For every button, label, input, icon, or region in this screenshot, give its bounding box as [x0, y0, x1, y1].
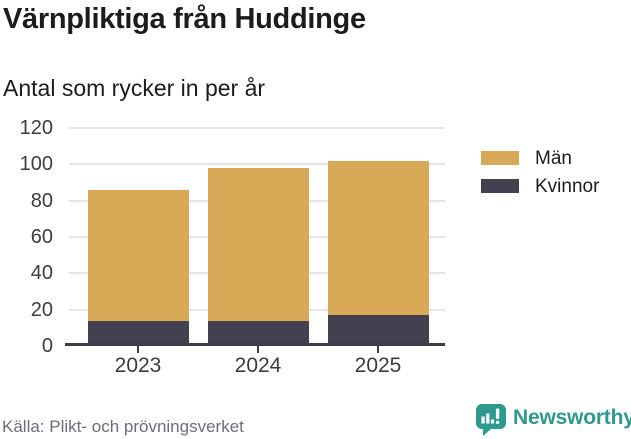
source-note: Källa: Plikt- och prövningsverket [2, 417, 244, 436]
legend-item-man: Män [481, 147, 599, 169]
y-axis-tick-label: 20 [30, 298, 53, 321]
x-axis-tick [377, 346, 379, 353]
y-axis-tick-label: 80 [30, 189, 53, 212]
bar-segment-man-2024 [207, 167, 309, 321]
bar-segment-kvinnor-2023 [87, 320, 189, 346]
gridline-100 [69, 163, 445, 166]
chart-title: Värnpliktiga från Huddinge [3, 3, 366, 35]
bar-segment-man-2023 [87, 189, 189, 321]
legend-swatch-kvinnor [481, 179, 519, 193]
y-axis-tick-label: 40 [30, 262, 53, 285]
bar-segment-kvinnor-2024 [207, 320, 309, 346]
gridline-120 [69, 127, 445, 129]
y-axis-tick-label: 60 [30, 226, 53, 248]
brand-logo: Newsworthy [475, 403, 631, 436]
bar-segment-man-2025 [327, 160, 429, 316]
bar-segment-kvinnor-2025 [327, 315, 429, 346]
x-axis-label: 2024 [234, 354, 282, 377]
legend-label-kvinnor: Kvinnor [535, 175, 600, 197]
x-axis-label: 2025 [354, 354, 402, 377]
legend-item-kvinnor: Kvinnor [481, 175, 599, 197]
y-axis-tick-label: 100 [19, 153, 53, 176]
legend: Män Kvinnor [481, 147, 599, 203]
chart-subtitle: Antal som rycker in per år [3, 75, 266, 101]
x-axis-label: 2023 [114, 354, 162, 377]
x-axis-tick [137, 346, 139, 353]
x-axis-tick [257, 346, 259, 353]
newsworthy-bubble-chart-icon [476, 404, 506, 436]
y-axis-tick-label: 0 [41, 335, 53, 357]
y-axis-tick-label: 120 [19, 117, 53, 139]
legend-label-man: Män [535, 147, 572, 169]
legend-swatch-man [481, 151, 519, 165]
x-axis-line [65, 343, 445, 346]
brand-name: Newsworthy [513, 406, 631, 429]
